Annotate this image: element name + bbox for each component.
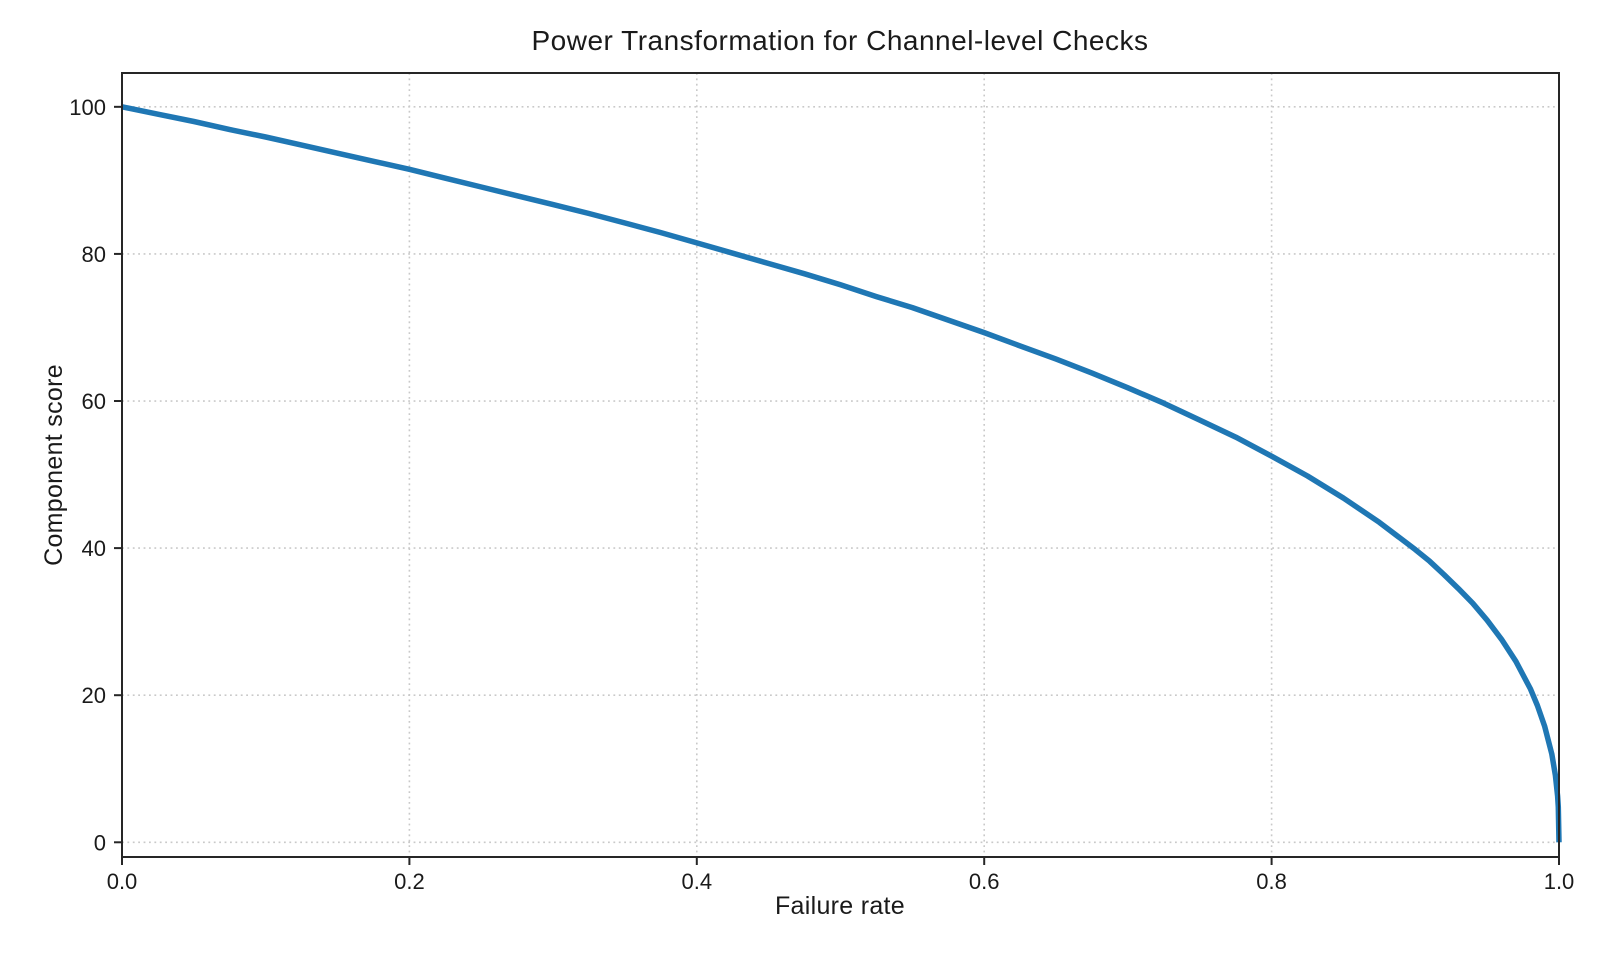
series-lines [121, 104, 1562, 843]
x-tick-labels: 0.0 0.2 0.4 0.6 0.8 1.0 [107, 869, 1575, 894]
x-tick-label: 0.4 [682, 869, 713, 894]
x-tick-label: 0.0 [107, 869, 138, 894]
series-line [121, 104, 1562, 843]
y-axis-label: Component score [40, 364, 68, 566]
y-tick-label: 0 [94, 830, 106, 855]
y-tick-labels: 0 20 40 60 80 100 [69, 95, 106, 855]
y-tick-label: 80 [82, 242, 106, 267]
axis-ticks [114, 105, 1560, 865]
x-tick-label: 0.2 [394, 869, 425, 894]
x-tick-label: 0.6 [969, 869, 1000, 894]
x-tick-label: 0.8 [1256, 869, 1287, 894]
y-tick-label: 100 [69, 95, 106, 120]
chart-title: Power Transformation for Channel-level C… [532, 25, 1149, 56]
plot-border [121, 72, 1560, 858]
y-tick-label: 60 [82, 389, 106, 414]
x-axis-label: Failure rate [775, 892, 905, 920]
x-tick-label: 1.0 [1544, 869, 1575, 894]
gridlines [121, 73, 1560, 857]
y-tick-label: 40 [82, 536, 106, 561]
y-tick-label: 20 [82, 683, 106, 708]
